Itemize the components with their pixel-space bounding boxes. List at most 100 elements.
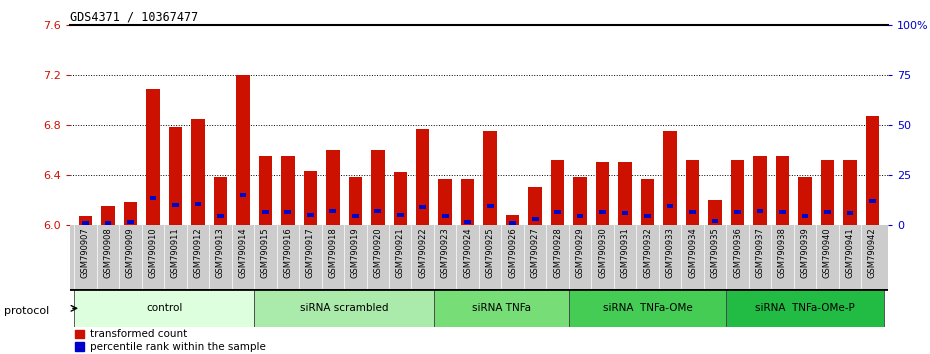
Bar [104, 221, 112, 224]
Text: GSM790928: GSM790928 [553, 227, 562, 278]
Bar [442, 215, 448, 218]
Text: GSM790929: GSM790929 [576, 227, 585, 278]
Bar [217, 214, 224, 218]
Bar [618, 162, 631, 225]
Text: GSM790933: GSM790933 [666, 227, 674, 278]
Text: GSM790931: GSM790931 [620, 227, 630, 278]
Text: GSM790916: GSM790916 [284, 227, 292, 278]
Bar [689, 210, 696, 215]
Text: GSM790941: GSM790941 [845, 227, 855, 278]
Bar [641, 178, 655, 225]
Bar [192, 119, 205, 225]
Bar [779, 210, 786, 214]
Text: GSM790938: GSM790938 [778, 227, 787, 278]
Bar [574, 177, 587, 225]
Bar [551, 160, 565, 225]
Bar [506, 215, 520, 225]
Bar [416, 129, 430, 225]
Text: GSM790939: GSM790939 [801, 227, 809, 278]
Bar [798, 177, 812, 225]
Bar [644, 214, 651, 218]
Bar [281, 156, 295, 225]
Text: protocol: protocol [4, 306, 49, 316]
Text: GSM790926: GSM790926 [508, 227, 517, 278]
Bar [532, 217, 538, 221]
Bar [753, 156, 766, 225]
Bar [124, 202, 138, 225]
Bar [734, 210, 741, 215]
Bar [375, 209, 381, 212]
Bar [731, 160, 744, 225]
Text: GSM790917: GSM790917 [306, 227, 315, 278]
Text: GSM790924: GSM790924 [463, 227, 472, 278]
Bar [285, 210, 291, 214]
FancyBboxPatch shape [434, 289, 569, 327]
Bar [168, 127, 182, 225]
Bar [484, 131, 497, 225]
Bar [307, 213, 313, 217]
Bar [528, 187, 542, 225]
Text: GSM790936: GSM790936 [733, 227, 742, 278]
Bar [757, 209, 764, 213]
Text: GSM790932: GSM790932 [643, 227, 652, 278]
Text: GSM790910: GSM790910 [149, 227, 157, 278]
Bar [510, 221, 516, 225]
Bar [259, 156, 272, 225]
Bar [240, 193, 246, 197]
Text: siRNA TNFa: siRNA TNFa [472, 303, 531, 313]
Text: GSM790909: GSM790909 [126, 227, 135, 278]
Bar [326, 150, 339, 225]
Text: GSM790918: GSM790918 [328, 227, 338, 278]
Bar [820, 160, 834, 225]
Text: GSM790934: GSM790934 [688, 227, 698, 278]
Bar [869, 199, 876, 203]
Bar [802, 214, 808, 218]
Text: GSM790908: GSM790908 [103, 227, 113, 278]
FancyBboxPatch shape [254, 289, 434, 327]
Bar [486, 204, 494, 208]
Bar [709, 200, 722, 225]
Bar [352, 214, 359, 218]
Bar [577, 214, 583, 218]
Text: siRNA  TNFa-OMe: siRNA TNFa-OMe [603, 303, 693, 313]
Bar [846, 211, 854, 215]
Bar [667, 204, 673, 208]
Bar [663, 131, 677, 225]
FancyBboxPatch shape [726, 289, 884, 327]
Bar [824, 210, 830, 215]
Text: GSM790923: GSM790923 [441, 227, 450, 278]
Bar [622, 211, 629, 215]
FancyBboxPatch shape [569, 289, 726, 327]
Bar [79, 216, 92, 225]
Text: GSM790915: GSM790915 [260, 227, 270, 278]
Text: siRNA scrambled: siRNA scrambled [299, 303, 389, 313]
Bar [172, 203, 179, 207]
Text: GSM790919: GSM790919 [351, 227, 360, 278]
Text: siRNA  TNFa-OMe-P: siRNA TNFa-OMe-P [755, 303, 855, 313]
Text: GSM790930: GSM790930 [598, 227, 607, 278]
Text: GSM790920: GSM790920 [373, 227, 382, 278]
Text: GSM790911: GSM790911 [171, 227, 179, 278]
Text: GSM790940: GSM790940 [823, 227, 832, 278]
Bar [82, 221, 89, 225]
Bar [464, 221, 472, 224]
Bar [236, 75, 249, 225]
Bar [685, 160, 699, 225]
Text: GSM790921: GSM790921 [396, 227, 405, 278]
Bar [371, 150, 384, 225]
Text: GDS4371 / 10367477: GDS4371 / 10367477 [70, 11, 198, 24]
Bar [596, 162, 609, 225]
Bar [214, 177, 227, 225]
Bar [844, 160, 857, 225]
Bar [150, 195, 156, 200]
Bar [349, 177, 362, 225]
Text: control: control [146, 303, 182, 313]
Text: GSM790925: GSM790925 [485, 227, 495, 278]
Bar [127, 220, 134, 224]
Text: GSM790912: GSM790912 [193, 227, 203, 278]
Text: GSM790942: GSM790942 [868, 227, 877, 278]
Bar [397, 213, 404, 217]
Bar [194, 201, 201, 206]
Bar [599, 210, 606, 214]
Bar [866, 116, 879, 225]
